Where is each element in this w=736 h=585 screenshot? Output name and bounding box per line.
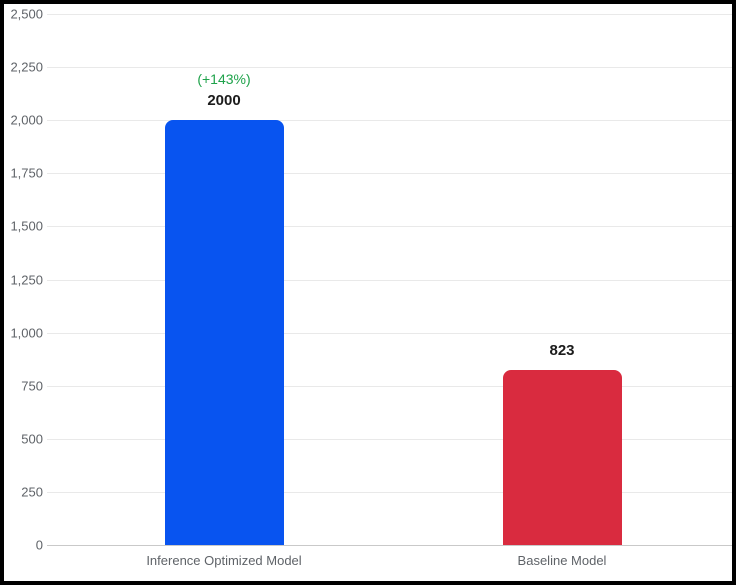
y-axis-tick-label: 2,250 [10,59,43,75]
gridline [47,280,732,281]
y-axis-tick-label: 1,000 [10,325,43,341]
y-axis-tick-label: 1,500 [10,218,43,234]
percent-change-annotation: (+143%) [197,71,251,87]
x-axis-line [47,545,732,546]
gridline [47,226,732,227]
bar-value-label: 823 [549,342,575,359]
bar-value-label: 2000 [207,92,241,109]
gridline [47,173,732,174]
bar-chart: 0 250 500 750 1,000 1,250 1,500 1,750 2,000 2,250… [4,4,732,581]
gridline [47,14,732,15]
gridline [47,386,732,387]
category-label: Inference Optimized Model [146,553,302,568]
bar-1 [502,370,622,545]
gridline [47,492,732,493]
y-axis-tick-label: 250 [21,484,43,500]
gridline [47,333,732,334]
y-axis-tick-label: 1,250 [10,272,43,288]
y-axis-tick-label: 500 [21,431,43,447]
gridline [47,120,732,121]
y-axis-tick-label: 2,000 [10,112,43,128]
y-axis-tick-label: 0 [35,537,43,553]
category-label: Baseline Model [517,553,607,568]
y-axis-tick-label: 750 [21,378,43,394]
gridline [47,439,732,440]
gridline [47,67,732,68]
y-axis-tick-label: 1,750 [10,165,43,181]
y-axis-tick-label: 2,500 [10,6,43,22]
bar-0 [164,120,284,545]
